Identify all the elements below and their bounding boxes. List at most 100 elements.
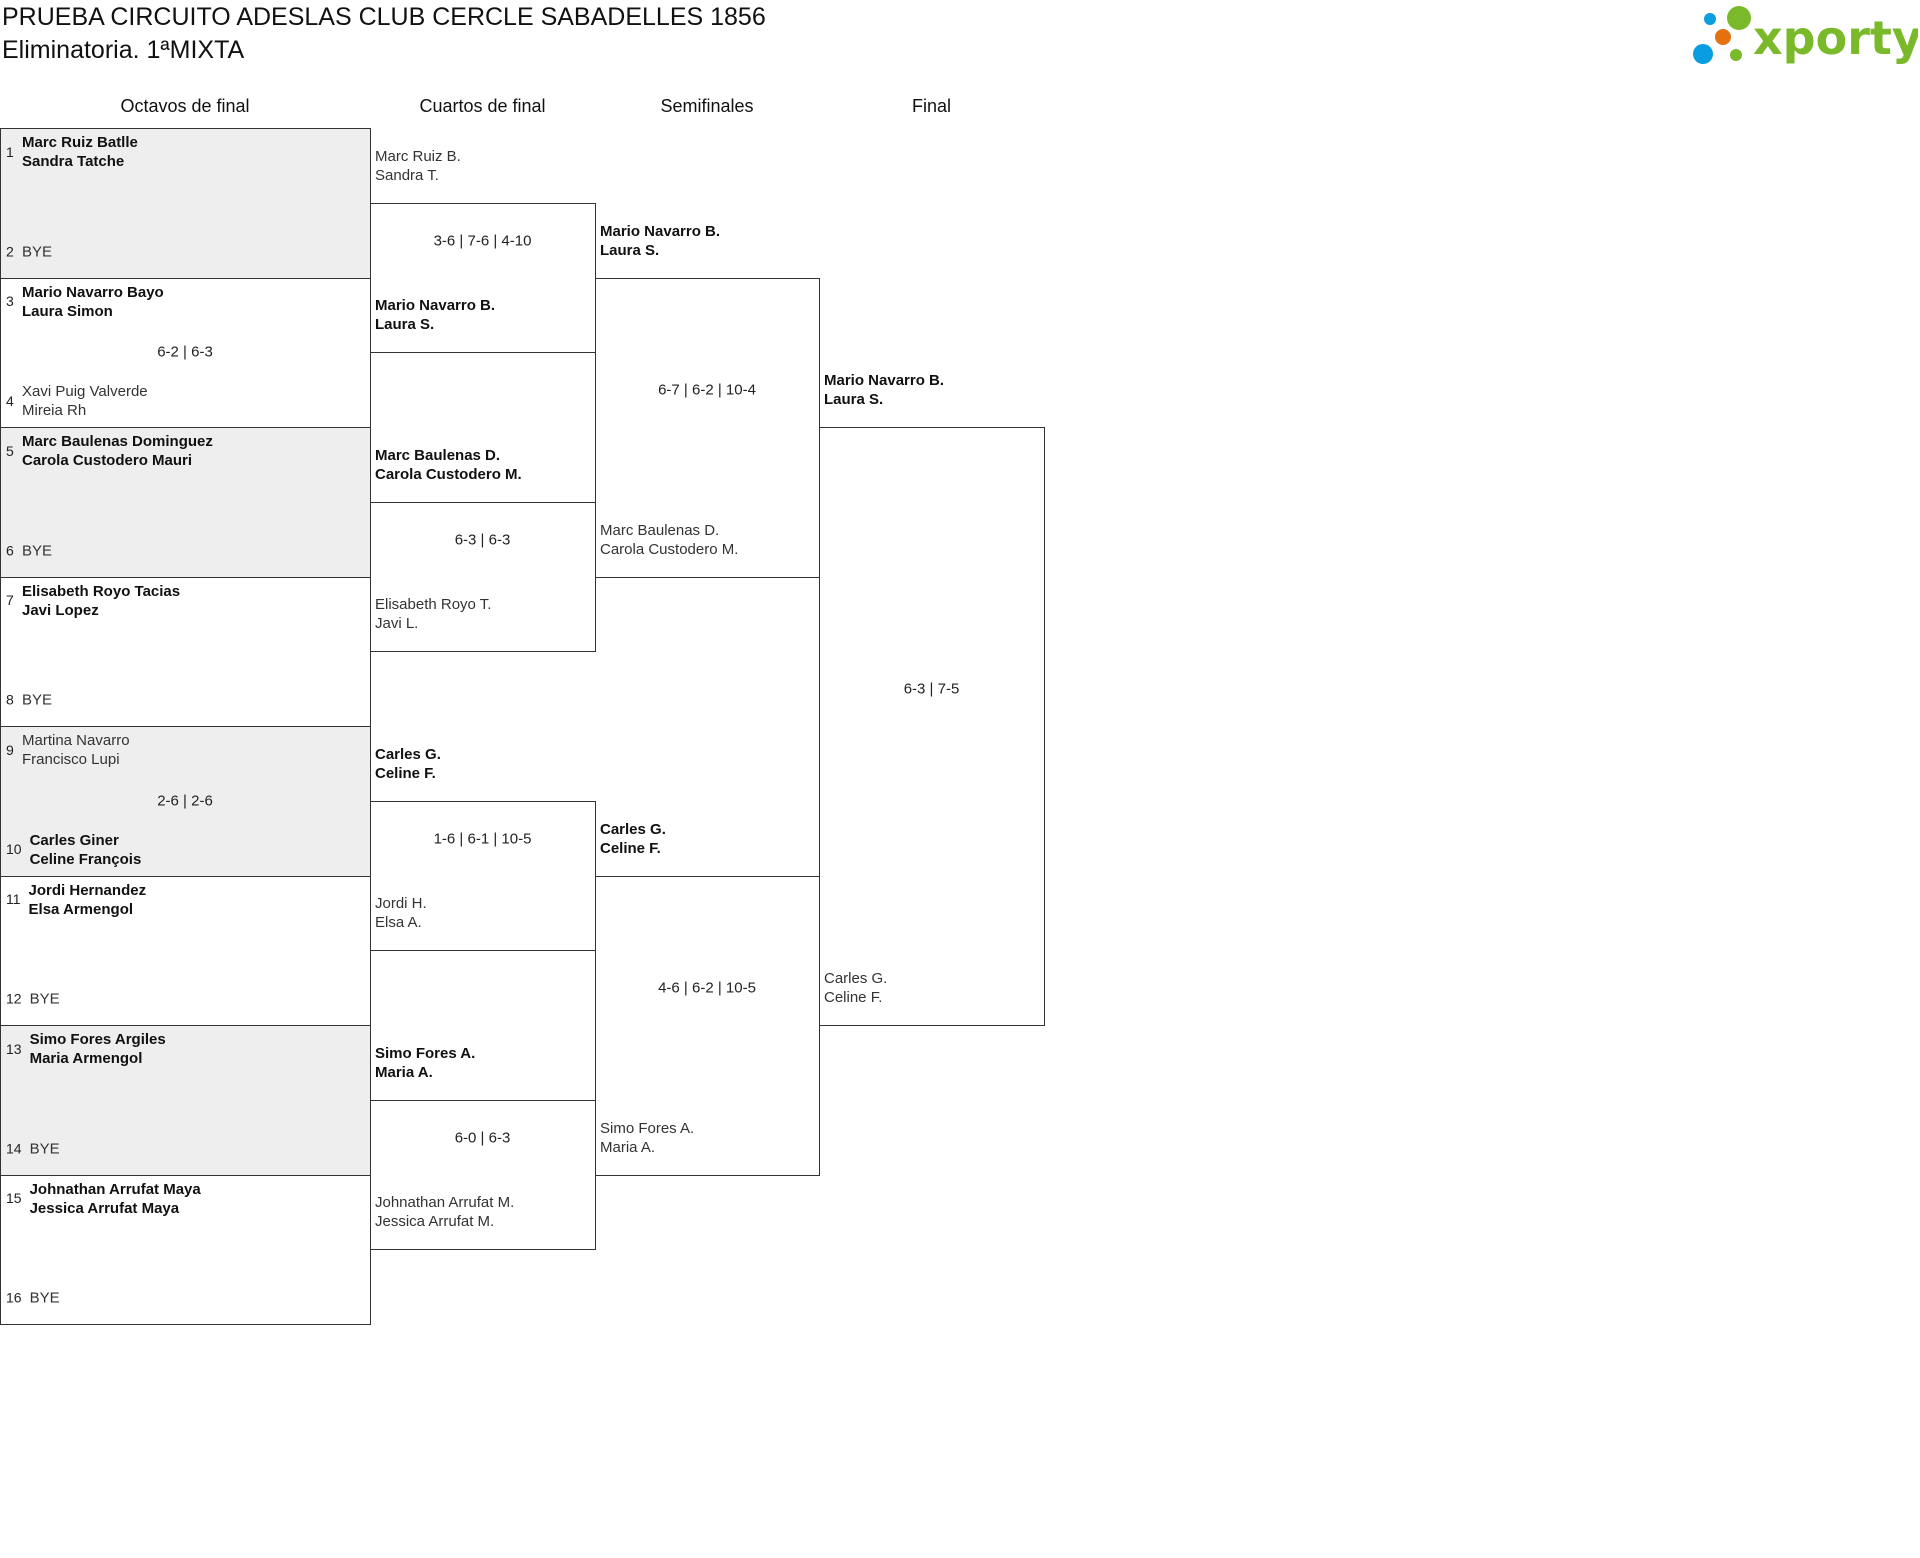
team-names: Simo Fores A. Maria A. — [375, 1044, 475, 1082]
team-names: BYE — [30, 1289, 60, 1308]
player-name: Carola Custodero Mauri — [22, 452, 193, 469]
team-entry[interactable]: 15 Johnathan Arrufat Maya Jessica Arrufat … — [6, 1180, 201, 1218]
team-entry[interactable]: 2 BYE — [6, 242, 52, 261]
seed-number: 7 — [6, 592, 14, 608]
logo-dot-green-large — [1727, 6, 1751, 30]
team-entry[interactable]: Johnathan Arrufat M. Jessica Arrufat M. — [375, 1193, 514, 1231]
player-name: Carola Custodero M. — [375, 465, 522, 483]
team-entry[interactable]: Simo Fores A. Maria A. — [600, 1119, 694, 1157]
team-entry[interactable]: 5 Marc Baulenas Dominguez Carola Custodero… — [6, 432, 213, 470]
seed-number: 13 — [6, 1040, 22, 1057]
team-names: Carles G. Celine F. — [600, 820, 666, 858]
round-header: Cuartos de final — [419, 96, 546, 116]
player-name: Mario Navarro B. — [600, 222, 721, 240]
team-entry[interactable]: Elisabeth Royo T. Javi L. — [375, 595, 491, 633]
seed-number: 14 — [6, 1140, 22, 1156]
player-name: Simo Fores A. — [375, 1044, 476, 1062]
team-entry[interactable]: Carles G. Celine F. — [600, 820, 666, 858]
draw-subtitle: Eliminatoria. 1ªMIXTA — [2, 36, 245, 64]
xporty-logo: xporty — [1693, 6, 1918, 65]
player-name: Francisco Lupi — [22, 751, 120, 768]
seed-number: 12 — [6, 990, 22, 1007]
round-header: Octavos de final — [120, 96, 250, 116]
player-name: BYE — [22, 691, 53, 709]
logo-text: xporty — [1753, 11, 1918, 65]
player-name: Marc Ruiz B. — [375, 147, 461, 165]
team-entry[interactable]: 9 Martina Navarro Francisco Lupi — [6, 731, 130, 769]
player-name: BYE — [29, 1140, 60, 1157]
team-entry[interactable]: 6 BYE — [6, 541, 52, 560]
team-entry[interactable]: Marc Baulenas D. Carola Custodero M. — [375, 446, 522, 484]
player-name: Elsa A. — [375, 914, 422, 932]
player-name: Sandra T. — [375, 166, 439, 184]
team-entry[interactable]: Mario Navarro B. Laura S. — [375, 296, 495, 334]
team-entry[interactable]: 7 Elisabeth Royo Tacias Javi Lopez — [6, 582, 180, 620]
player-name: BYE — [29, 990, 60, 1008]
team-entry[interactable]: 11 Jordi Hernandez Elsa Armengol — [6, 881, 146, 919]
team-entry[interactable]: Marc Ruiz B. Sandra T. — [375, 147, 461, 185]
player-name: BYE — [22, 542, 53, 559]
player-name: Johnathan Arrufat Maya — [29, 1180, 201, 1198]
player-name: Johnathan Arrufat M. — [375, 1194, 515, 1212]
player-name: Maria A. — [375, 1063, 433, 1081]
seed-number: 15 — [6, 1190, 22, 1206]
player-name: Sandra Tatche — [22, 153, 125, 170]
match-score: 6-3 | 7-5 — [903, 680, 960, 698]
player-name: Javi Lopez — [22, 601, 99, 619]
team-entry[interactable]: 3 Mario Navarro Bayo Laura Simon — [6, 283, 164, 321]
player-name: Elisabeth Royo T. — [375, 596, 492, 614]
team-names: Marc Baulenas Dominguez Carola Custodero … — [22, 432, 213, 470]
player-name: Carles G. — [600, 820, 666, 838]
seed-number: 6 — [6, 542, 14, 558]
seed-number: 9 — [6, 741, 14, 758]
team-names: Elisabeth Royo T. Javi L. — [375, 595, 491, 633]
seed-number: 3 — [6, 293, 14, 309]
match-box — [0, 726, 371, 877]
match-score: 6-7 | 6-2 | 10-4 — [658, 381, 756, 399]
match-box — [0, 427, 371, 578]
team-entry[interactable]: Mario Navarro B. Laura S. — [600, 222, 720, 260]
team-entry[interactable]: 14 BYE — [6, 1139, 60, 1158]
team-names: BYE — [22, 242, 52, 261]
player-name: Xavi Puig Valverde — [22, 383, 148, 400]
player-name: Celine F. — [600, 839, 661, 857]
player-name: Laura S. — [600, 241, 660, 259]
player-name: Elsa Armengol — [28, 900, 134, 918]
team-names: Mario Navarro B. Laura S. — [824, 371, 944, 409]
team-names: Simo Fores Argiles Maria Armengol — [30, 1030, 166, 1068]
player-name: Celine François — [29, 850, 142, 868]
player-name: Mario Navarro B. — [824, 372, 945, 389]
team-names: BYE — [30, 990, 60, 1009]
team-names: BYE — [30, 1139, 60, 1158]
team-entry[interactable]: 10 Carles Giner Celine François — [6, 831, 141, 869]
seed-number: 16 — [6, 1289, 22, 1306]
seed-number: 5 — [6, 442, 14, 459]
team-entry[interactable]: Carles G. Celine F. — [824, 969, 887, 1007]
team-names: Marc Baulenas D. Carola Custodero M. — [375, 446, 522, 484]
team-entry[interactable]: Mario Navarro B. Laura S. — [824, 371, 944, 409]
team-entry[interactable]: 1 Marc Ruiz Batlle Sandra Tatche — [6, 133, 138, 171]
logo-dot-blue-small — [1704, 13, 1716, 25]
team-entry[interactable]: Simo Fores A. Maria A. — [375, 1044, 475, 1082]
team-names: Xavi Puig Valverde Mireia Rh — [22, 382, 148, 420]
player-name: Marc Baulenas D. — [375, 446, 501, 464]
round-header: Final — [911, 96, 951, 116]
team-entry[interactable]: 12 BYE — [6, 990, 60, 1009]
team-names: Carles G. Celine F. — [824, 969, 887, 1007]
team-entry[interactable]: Carles G. Celine F. — [375, 745, 441, 783]
seed-number: 11 — [6, 891, 21, 907]
team-entry[interactable]: 4 Xavi Puig Valverde Mireia Rh — [6, 382, 148, 420]
team-entry[interactable]: Jordi H. Elsa A. — [375, 894, 427, 932]
match-box — [819, 427, 1045, 1026]
player-name: Jordi H. — [375, 895, 427, 913]
team-entry[interactable]: 8 BYE — [6, 691, 52, 710]
seed-number: 10 — [6, 841, 22, 857]
match-score: 6-2 | 6-3 — [157, 343, 213, 361]
team-entry[interactable]: 16 BYE — [6, 1289, 60, 1308]
team-entry[interactable]: Marc Baulenas D. Carola Custodero M. — [600, 521, 738, 559]
player-name: Carles G. — [375, 745, 441, 763]
team-names: Martina Navarro Francisco Lupi — [22, 731, 130, 769]
logo-dot-orange — [1715, 29, 1731, 45]
team-entry[interactable]: 13 Simo Fores Argiles Maria Armengol — [6, 1030, 166, 1068]
seed-number: 1 — [6, 143, 14, 160]
